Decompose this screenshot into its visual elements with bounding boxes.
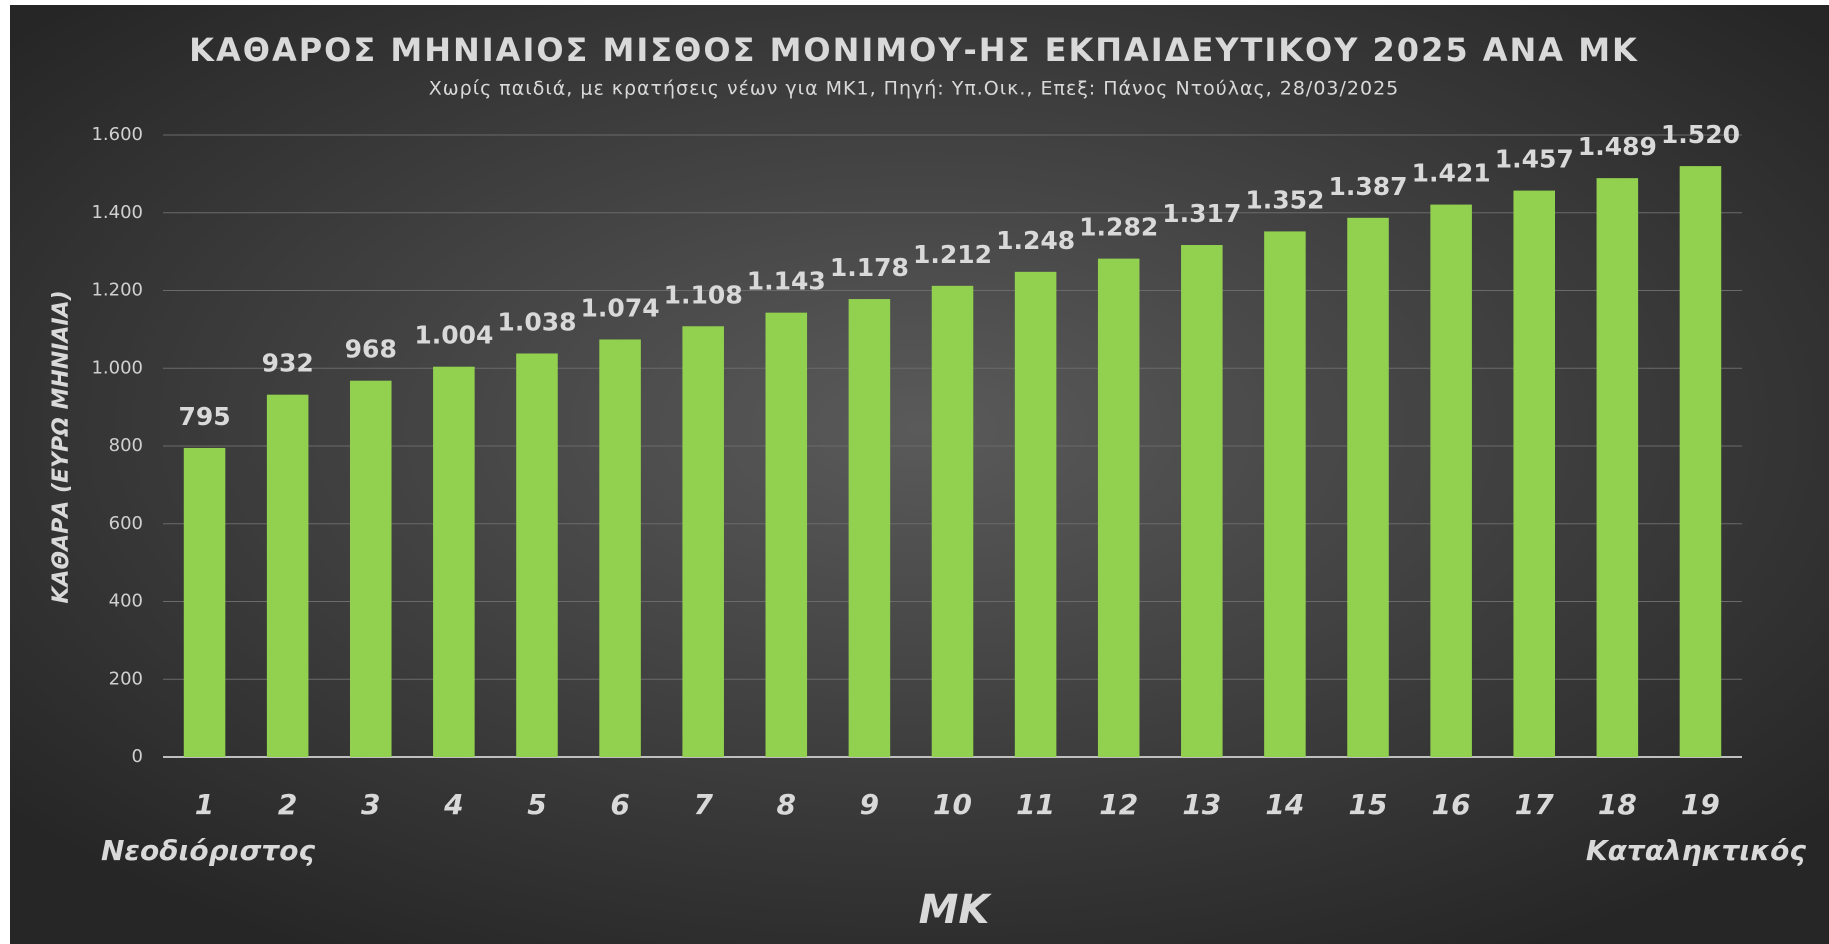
y-tick-label: 800 (109, 435, 143, 456)
y-axis-label: ΚΑΘΑΡΑ (ΕΥΡΩ ΜΗΝΙΑΙΑ) (49, 290, 74, 603)
data-label: 1.489 (1578, 132, 1657, 161)
data-label: 1.038 (497, 307, 576, 336)
data-label: 1.520 (1661, 120, 1740, 149)
x-tick-label: 12 (1099, 788, 1138, 821)
x-tick-label: 17 (1515, 788, 1554, 821)
y-tick-label: 1.400 (91, 202, 143, 223)
x-tick-label: 3 (361, 788, 380, 821)
bar (1513, 190, 1556, 757)
bar (682, 326, 724, 757)
y-tick-label: 1.000 (91, 357, 143, 378)
y-tick-label: 600 (109, 513, 143, 534)
data-label: 1.352 (1245, 185, 1324, 214)
bar (349, 380, 392, 757)
data-label: 1.317 (1162, 199, 1241, 228)
x-axis-label: ΜΚ (919, 887, 993, 933)
data-label: 1.421 (1412, 159, 1491, 188)
x-tick-label: 16 (1432, 788, 1471, 821)
data-label: 1.212 (913, 240, 992, 269)
bar (1347, 217, 1389, 757)
bar (1264, 231, 1306, 757)
data-label: 1.143 (747, 267, 826, 296)
bar (1097, 258, 1140, 757)
annotation: Καταληκτικός (1586, 834, 1806, 867)
bar (599, 339, 641, 757)
x-tick-label: 13 (1182, 788, 1221, 821)
bar (1430, 204, 1472, 757)
bar (1181, 245, 1223, 758)
bar (1014, 271, 1057, 757)
bar (1679, 166, 1722, 758)
x-tick-label: 7 (693, 788, 713, 821)
x-tick-label: 10 (933, 788, 972, 821)
bar (183, 447, 226, 757)
chart-title: ΚΑΘΑΡΟΣ ΜΗΝΙΑΙΟΣ ΜΙΣΘΟΣ ΜΟΝΙΜΟΥ-ΗΣ ΕΚΠΑΙ… (189, 31, 1639, 69)
data-label: 1.387 (1328, 172, 1407, 201)
bar (266, 394, 309, 757)
data-label: 1.074 (581, 293, 660, 322)
data-label: 1.282 (1079, 213, 1158, 242)
data-label: 932 (262, 349, 314, 378)
bar (848, 299, 891, 757)
x-tick-label: 14 (1265, 788, 1304, 821)
y-tick-label: 1.600 (91, 124, 143, 145)
bar (516, 353, 558, 757)
x-tick-label: 15 (1349, 788, 1388, 821)
annotation: Νεοδιόριστος (101, 834, 316, 867)
data-label: 1.248 (996, 226, 1075, 255)
y-tick-label: 400 (109, 591, 143, 612)
x-tick-label: 5 (527, 788, 546, 821)
bar (433, 366, 475, 757)
data-label: 1.004 (414, 321, 493, 350)
x-tick-label: 8 (777, 788, 796, 821)
x-tick-label: 4 (443, 788, 463, 821)
x-tick-label: 18 (1598, 788, 1637, 821)
x-tick-label: 11 (1016, 788, 1055, 821)
bar (1596, 178, 1639, 757)
data-label: 1.457 (1495, 145, 1574, 174)
bar (765, 312, 808, 757)
x-tick-label: 9 (860, 788, 879, 821)
x-tick-label: 2 (278, 788, 297, 821)
bar (931, 285, 974, 757)
data-label: 1.178 (830, 253, 909, 282)
data-label: 795 (178, 402, 230, 431)
x-tick-label: 6 (610, 788, 629, 821)
data-label: 1.108 (664, 280, 743, 309)
y-tick-label: 200 (109, 668, 143, 689)
y-tick-label: 1.200 (91, 280, 143, 301)
chart-subtitle: Χωρίς παιδιά, με κρατήσεις νέων για ΜΚ1,… (429, 78, 1400, 100)
y-tick-label: 0 (132, 746, 143, 767)
x-tick-label: 1 (195, 788, 214, 821)
x-tick-label: 19 (1681, 788, 1720, 821)
data-label: 968 (345, 335, 397, 364)
